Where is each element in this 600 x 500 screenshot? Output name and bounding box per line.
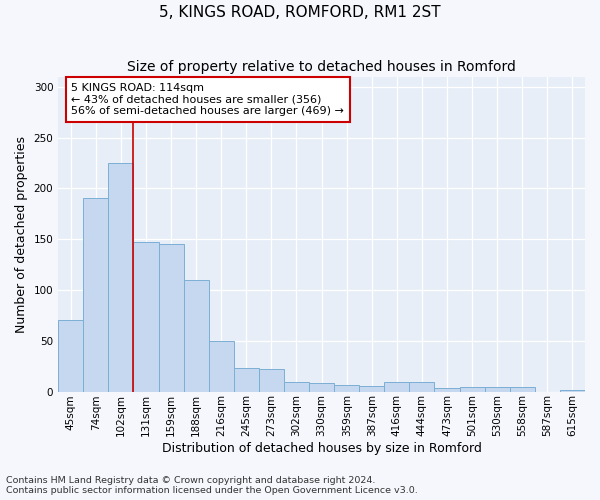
Bar (158, 244, 184, 392)
Bar (560, 390, 585, 392)
Bar (434, 388, 460, 392)
Bar (359, 386, 385, 392)
Bar (259, 369, 284, 392)
Text: 5 KINGS ROAD: 114sqm
← 43% of detached houses are smaller (356)
56% of semi-deta: 5 KINGS ROAD: 114sqm ← 43% of detached h… (71, 83, 344, 116)
Bar (460, 388, 485, 392)
Bar (209, 340, 234, 392)
Bar (133, 242, 158, 392)
Bar (184, 280, 209, 392)
Bar (58, 320, 83, 392)
Bar (409, 382, 434, 392)
Bar (385, 382, 409, 392)
X-axis label: Distribution of detached houses by size in Romford: Distribution of detached houses by size … (161, 442, 482, 455)
Bar (109, 163, 133, 392)
Text: 5, KINGS ROAD, ROMFORD, RM1 2ST: 5, KINGS ROAD, ROMFORD, RM1 2ST (159, 5, 441, 20)
Bar (334, 386, 359, 392)
Bar (83, 198, 109, 392)
Bar (234, 368, 259, 392)
Title: Size of property relative to detached houses in Romford: Size of property relative to detached ho… (127, 60, 516, 74)
Bar (510, 388, 535, 392)
Y-axis label: Number of detached properties: Number of detached properties (15, 136, 28, 332)
Text: Contains HM Land Registry data © Crown copyright and database right 2024.
Contai: Contains HM Land Registry data © Crown c… (6, 476, 418, 495)
Bar (284, 382, 309, 392)
Bar (309, 384, 334, 392)
Bar (485, 388, 510, 392)
